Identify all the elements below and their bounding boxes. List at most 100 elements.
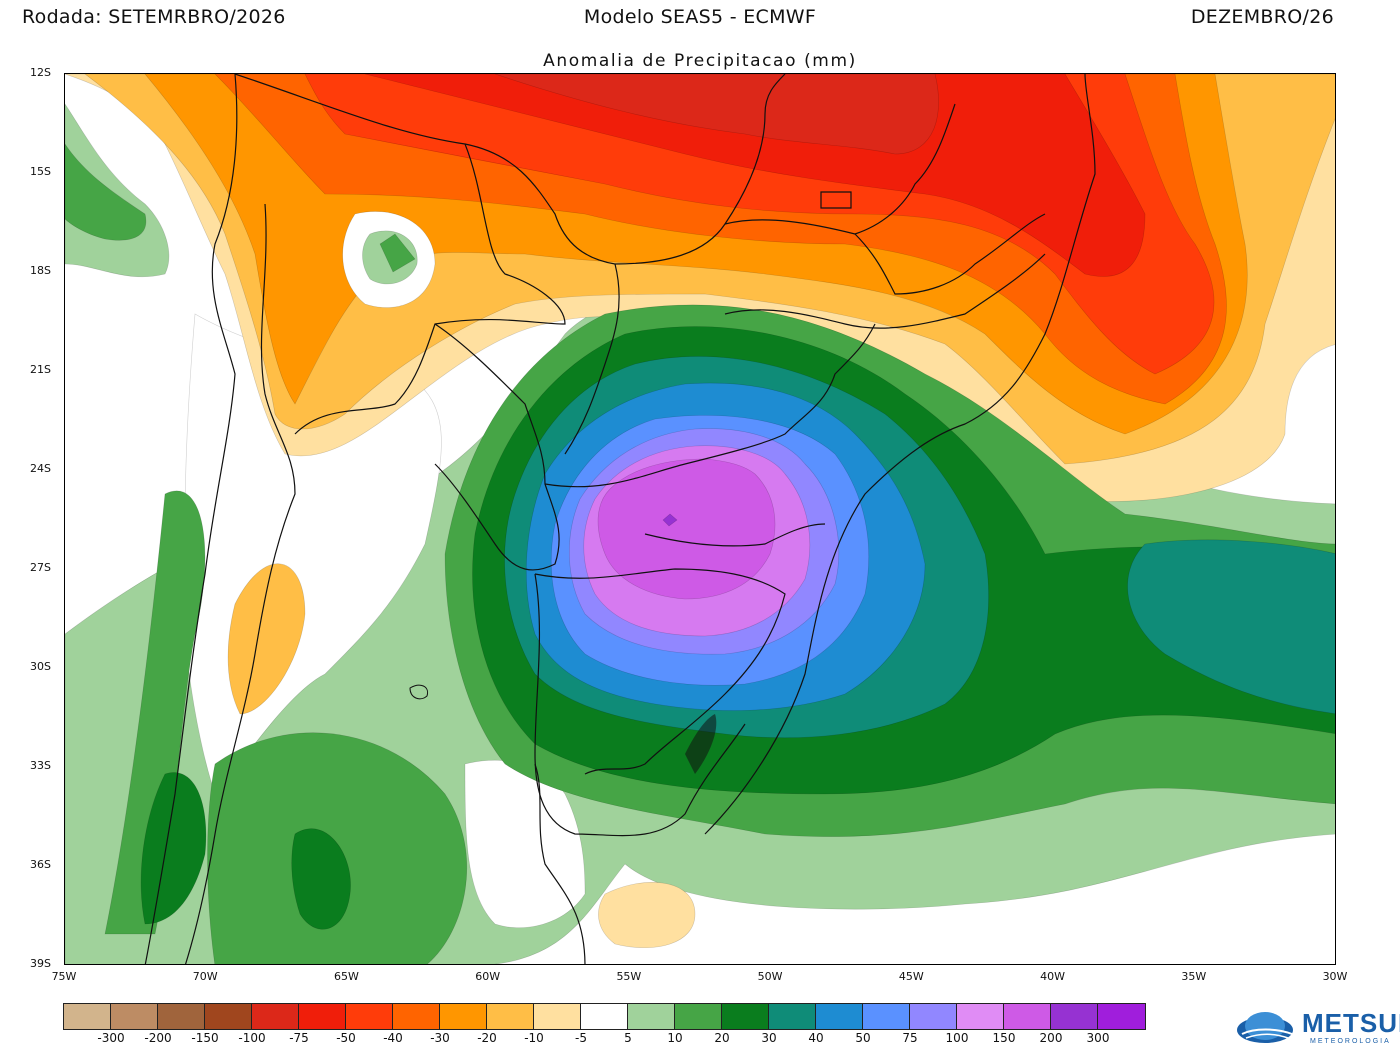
border-minas (724, 253, 1046, 329)
border-brazil-west (464, 74, 786, 265)
legend-tick: 200 (1039, 1031, 1063, 1045)
map-canvas (65, 74, 1335, 964)
border-parana (544, 323, 876, 488)
coastline-east (704, 74, 1096, 835)
lon-label: 65W (334, 970, 359, 983)
lon-label: 60W (475, 970, 501, 983)
legend-swatch (910, 1004, 957, 1029)
anomaly-field-layers (65, 74, 1335, 964)
legend-tick: -300 (97, 1031, 125, 1045)
legend-swatch (299, 1004, 346, 1029)
legend-swatch (487, 1004, 534, 1029)
legend-tick: 100 (945, 1031, 969, 1045)
lat-label: 21S (30, 363, 51, 376)
legend-tick: 40 (808, 1031, 824, 1045)
legend-tick: 150 (992, 1031, 1016, 1045)
border-bolivia (234, 74, 566, 435)
legend-tick: -100 (238, 1031, 266, 1045)
metsul-logo: METSUL METEOROLOGIA (1232, 1006, 1400, 1052)
lake-patos (409, 684, 717, 774)
coastline-plata (534, 763, 586, 964)
field-p30-east (1127, 539, 1335, 715)
legend-tick: 20 (714, 1031, 730, 1045)
legend-tick: -150 (191, 1031, 219, 1045)
field-a10-patagonia (227, 563, 306, 715)
legend-swatch (581, 1004, 628, 1029)
border-ms (564, 263, 620, 455)
legend-swatch (628, 1004, 675, 1029)
legend-tick: 300 (1086, 1031, 1110, 1045)
run-label: Rodada: SETEMRBRO/2026 (22, 6, 286, 28)
legend-swatch (863, 1004, 910, 1029)
field-a50-north (364, 74, 1146, 277)
legend-tick: -50 (336, 1031, 356, 1045)
precipitation-anomaly-map (64, 73, 1336, 965)
legend-tick: -5 (575, 1031, 587, 1045)
legend-tick: -75 (289, 1031, 309, 1045)
color-legend (63, 1003, 1146, 1030)
legend-swatch (1051, 1004, 1098, 1029)
model-title: Modelo SEAS5 - ECMWF (583, 6, 817, 28)
lon-label: 75W (51, 970, 77, 983)
legend-tick: 10 (667, 1031, 683, 1045)
legend-tick: 50 (855, 1031, 871, 1045)
lagoa-dos-patos (685, 714, 717, 774)
border-goias (724, 103, 956, 235)
logo-tagline: METEOROLOGIA (1310, 1038, 1391, 1045)
legend-tick: -200 (144, 1031, 172, 1045)
field-p10-islet (379, 233, 416, 273)
field-p10-nw (65, 143, 147, 241)
border-paraguay (434, 323, 560, 571)
lat-label: 24S (30, 462, 51, 475)
lat-label: 27S (30, 561, 51, 574)
legend-swatch (1098, 1004, 1145, 1029)
border-uruguay (534, 573, 746, 837)
legend-tick: -10 (524, 1031, 544, 1045)
legend-swatch (675, 1004, 722, 1029)
field-p20-west (140, 772, 207, 925)
lon-label: 45W (898, 970, 924, 983)
legend-tick: 5 (624, 1031, 632, 1045)
border-sc (644, 523, 826, 547)
lat-label: 33S (30, 759, 51, 772)
legend-swatch (64, 1004, 111, 1029)
border-andes (184, 203, 296, 964)
lon-label: 30W (1322, 970, 1348, 983)
country-state-borders (144, 74, 1096, 964)
field-p20-sw (291, 828, 351, 930)
legend-tick: 75 (902, 1031, 918, 1045)
field-p150-core (597, 458, 776, 600)
lake-small (409, 684, 429, 700)
legend-tick: -40 (383, 1031, 403, 1045)
legend-swatch (205, 1004, 252, 1029)
legend-swatch (158, 1004, 205, 1029)
legend-tick: -30 (430, 1031, 450, 1045)
legend-swatch (722, 1004, 769, 1029)
lat-label: 12S (30, 66, 51, 79)
lon-label: 35W (1181, 970, 1207, 983)
lat-label: 36S (30, 858, 51, 871)
map-subtitle: Anomalia de Precipitacao (mm) (543, 51, 857, 71)
lon-label: 70W (192, 970, 218, 983)
coastline-west (144, 74, 238, 964)
df-box (820, 191, 852, 209)
legend-swatch (816, 1004, 863, 1029)
legend-swatch (252, 1004, 299, 1029)
legend-tick: 30 (761, 1031, 777, 1045)
legend-swatch (440, 1004, 487, 1029)
legend-swatch (534, 1004, 581, 1029)
lat-label: 15S (30, 165, 51, 178)
target-month: DEZEMBRO/26 (1190, 6, 1334, 28)
lon-label: 40W (1040, 970, 1065, 983)
lon-label: 55W (616, 970, 642, 983)
lon-label: 50W (757, 970, 783, 983)
legend-swatch (1004, 1004, 1051, 1029)
field-p200-core (662, 513, 678, 527)
globe-icon (1237, 1012, 1293, 1043)
field-a75-north (494, 74, 939, 155)
lat-label: 30S (30, 660, 51, 673)
legend-swatch (111, 1004, 158, 1029)
lat-label: 18S (30, 264, 51, 277)
logo-name: METSUL (1302, 1008, 1400, 1038)
legend-swatch (346, 1004, 393, 1029)
